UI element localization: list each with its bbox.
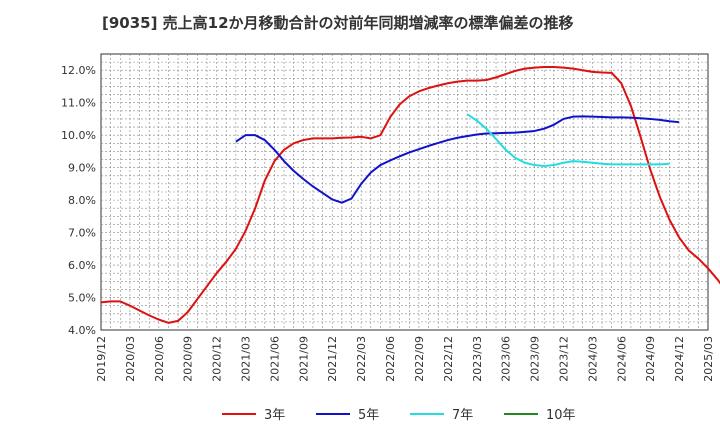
x-tick-label: 2023/09 xyxy=(529,336,542,382)
series-line xyxy=(235,115,680,204)
x-tick-label: 2021/12 xyxy=(326,336,339,382)
y-tick-label: 4.0% xyxy=(68,324,96,337)
series-line xyxy=(466,113,670,168)
x-tick-label: 2021/03 xyxy=(240,336,253,382)
x-tick-label: 2024/09 xyxy=(644,336,657,382)
x-tick-label: 2020/03 xyxy=(124,336,137,382)
x-tick-label: 2023/12 xyxy=(557,336,570,382)
x-tick-labels: 2019/12 2020/03 2020/06 2020/09 2020/12 2021/… xyxy=(95,336,715,382)
y-tick-label: 10.0% xyxy=(61,129,96,142)
series-line xyxy=(100,65,720,324)
x-tick-label: 2021/09 xyxy=(297,336,310,382)
chart-title: [9035] 売上高12か月移動合計の対前年同期増減率の標準偏差の推移 xyxy=(102,14,574,32)
x-tick-label: 2019/12 xyxy=(95,336,108,382)
x-tick-label: 2022/06 xyxy=(384,336,397,382)
legend-label: 5年 xyxy=(358,408,379,423)
x-tick-label: 2025/03 xyxy=(702,336,715,382)
y-tick-label: 9.0% xyxy=(68,162,96,175)
x-tick-label: 2020/09 xyxy=(182,336,195,382)
x-tick-label: 2023/03 xyxy=(471,336,484,382)
x-tick-label: 2024/06 xyxy=(615,336,628,382)
y-tick-label: 12.0% xyxy=(61,64,96,77)
legend: 3年 5年 7年 10年 xyxy=(222,408,576,423)
plot-area xyxy=(100,53,709,331)
x-tick-label: 2023/06 xyxy=(500,336,513,382)
x-tick-label: 2022/12 xyxy=(442,336,455,382)
y-tick-label: 6.0% xyxy=(68,259,96,272)
x-tick-label: 2024/03 xyxy=(586,336,599,382)
x-tick-label: 2020/12 xyxy=(211,336,224,382)
y-tick-label: 5.0% xyxy=(68,292,96,305)
legend-label: 3年 xyxy=(264,408,285,423)
y-tick-label: 11.0% xyxy=(61,97,96,110)
legend-label: 7年 xyxy=(452,408,473,423)
y-tick-label: 7.0% xyxy=(68,227,96,240)
legend-label: 10年 xyxy=(546,408,576,423)
y-tick-label: 8.0% xyxy=(68,194,96,207)
x-tick-label: 2024/12 xyxy=(673,336,686,382)
line-layer xyxy=(100,65,720,324)
grid-layer xyxy=(101,54,708,330)
y-tick-labels: 4.0% 5.0% 6.0% 7.0% 8.0% 9.0% 10.0% 11.0% 12.0% xyxy=(61,64,96,337)
x-tick-label: 2021/06 xyxy=(268,336,281,382)
x-tick-label: 2022/03 xyxy=(355,336,368,382)
x-tick-label: 2020/06 xyxy=(153,336,166,382)
x-tick-label: 2022/09 xyxy=(413,336,426,382)
